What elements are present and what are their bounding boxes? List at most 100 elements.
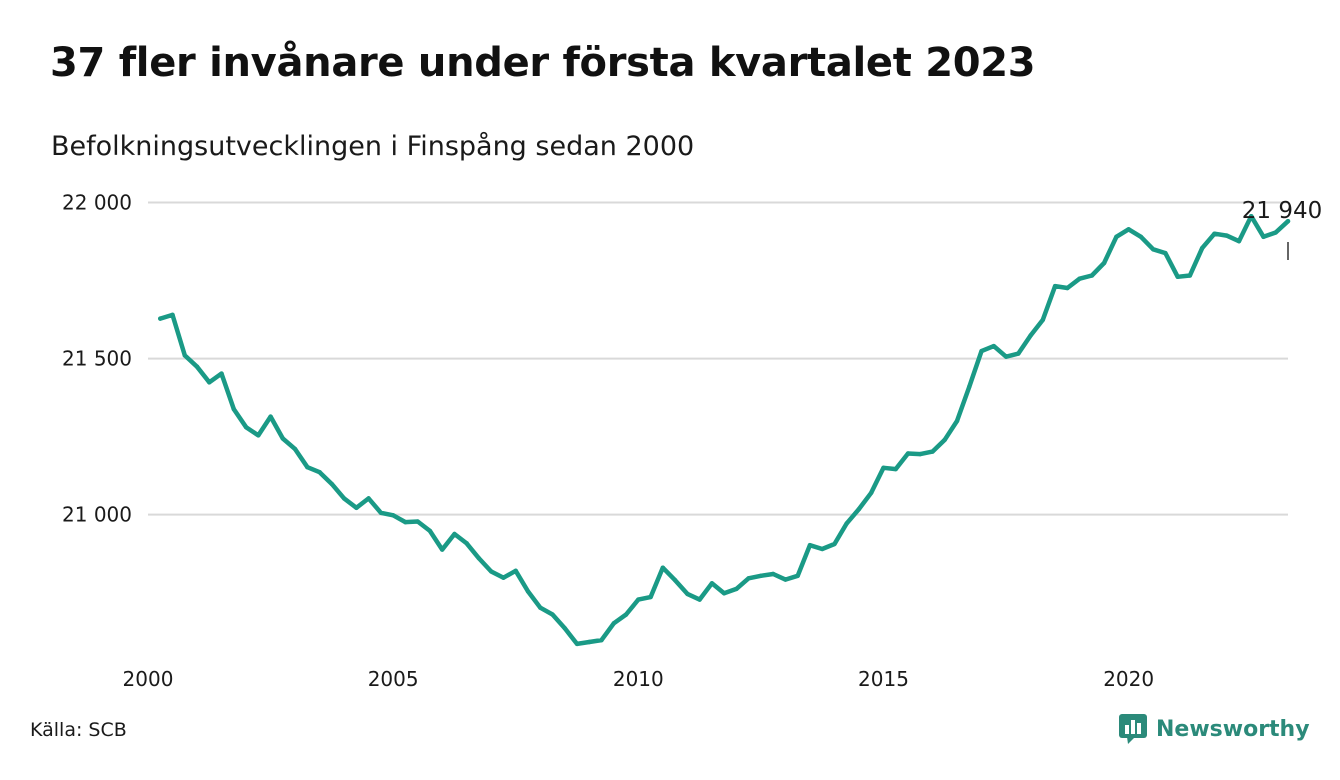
data-point (1003, 354, 1009, 359)
data-point (1016, 351, 1021, 356)
y-tick-label: 22 000 (62, 190, 132, 214)
data-point (648, 594, 653, 600)
data-point (1101, 260, 1107, 266)
data-point (954, 418, 960, 424)
data-point (1040, 317, 1046, 323)
data-point (207, 380, 212, 385)
data-point (305, 465, 310, 470)
data-point (256, 433, 261, 438)
series-line (158, 213, 1291, 647)
series-layer (158, 213, 1291, 647)
data-point (1224, 233, 1229, 238)
data-point (881, 465, 886, 471)
data-point (341, 496, 347, 501)
data-point (476, 556, 482, 561)
data-point (390, 513, 396, 518)
data-point (182, 353, 187, 358)
data-point (1163, 250, 1168, 256)
y-axis-labels: 21 000 21 500 22 000 (62, 190, 132, 526)
data-point (832, 541, 837, 547)
data-point (1285, 219, 1291, 224)
data-point (869, 490, 874, 495)
data-point (795, 573, 800, 579)
data-point (219, 371, 224, 376)
data-point (231, 406, 237, 412)
data-point (599, 637, 604, 643)
data-point (538, 605, 543, 610)
source-note: Källa: SCB (30, 719, 127, 741)
data-point (587, 639, 592, 645)
data-point (170, 312, 175, 318)
x-tick-label: 2020 (1103, 667, 1154, 691)
data-point (1236, 238, 1242, 244)
data-point (856, 506, 862, 512)
data-point (721, 591, 727, 596)
data-point (819, 546, 825, 552)
data-point (378, 510, 384, 515)
data-point (194, 364, 200, 369)
data-point (1138, 234, 1144, 240)
data-point (158, 316, 163, 321)
brand-logo[interactable]: Newsworthy (1118, 713, 1310, 745)
data-point (489, 569, 494, 574)
data-point (758, 573, 764, 579)
brand-name: Newsworthy (1156, 716, 1310, 742)
data-point (1052, 283, 1058, 289)
data-point (770, 571, 776, 577)
data-point (1212, 231, 1217, 236)
chart-subtitle: Befolkningsutvecklingen i Finspång sedan… (51, 131, 695, 162)
data-point (746, 576, 751, 581)
data-point (1089, 273, 1095, 278)
data-point (734, 586, 739, 592)
data-point (439, 547, 445, 552)
data-point (243, 425, 249, 430)
data-point (783, 577, 788, 582)
data-point (280, 436, 286, 441)
data-point (660, 565, 666, 570)
x-tick-label: 2010 (613, 667, 664, 691)
data-point (550, 612, 555, 617)
data-point (574, 641, 580, 647)
data-point (1077, 276, 1082, 281)
x-tick-label: 2015 (858, 667, 909, 691)
data-point (452, 531, 457, 537)
data-point (292, 446, 298, 452)
x-tick-label: 2000 (123, 667, 174, 691)
data-point (991, 343, 997, 349)
data-point (942, 437, 947, 442)
end-annotation: 21 940 (1242, 198, 1322, 260)
data-point (525, 589, 531, 594)
data-point (611, 621, 617, 626)
data-point (672, 578, 678, 583)
data-point (562, 626, 567, 631)
data-point (1187, 273, 1193, 278)
data-point (930, 449, 935, 454)
data-point (709, 581, 715, 586)
data-point (1199, 245, 1205, 251)
data-point (893, 466, 898, 472)
data-point (354, 505, 359, 510)
data-point (415, 519, 420, 524)
data-point (329, 481, 335, 487)
data-point (905, 451, 911, 456)
data-point (623, 612, 629, 617)
data-point (427, 528, 433, 534)
data-point (1126, 227, 1131, 232)
data-point (636, 597, 641, 602)
data-point (1249, 214, 1254, 219)
data-point (317, 469, 322, 475)
data-point (1175, 274, 1180, 279)
data-point (1028, 333, 1033, 338)
data-point (403, 519, 408, 525)
x-tick-label: 2005 (368, 667, 419, 691)
data-point (501, 575, 506, 580)
grid-lines (148, 201, 1288, 516)
data-point (366, 496, 371, 501)
data-point (967, 384, 972, 389)
data-point (268, 414, 273, 419)
data-point (918, 451, 923, 457)
chart-title: 37 fler invånare under första kvartalet … (50, 40, 1036, 86)
data-point (464, 541, 469, 546)
data-point (844, 521, 849, 526)
